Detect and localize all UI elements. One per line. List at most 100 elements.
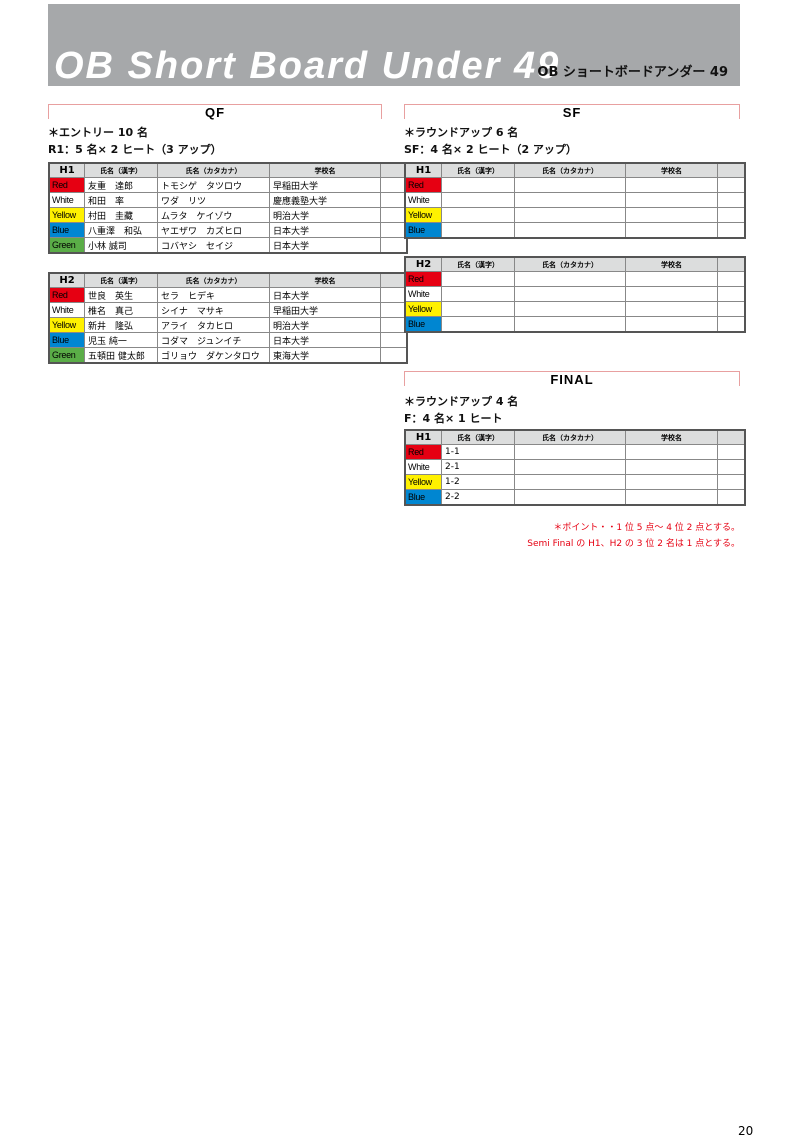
- result-cell: [717, 192, 746, 208]
- column-header: 氏名（漢字）: [441, 429, 515, 445]
- table-row: Blue: [404, 316, 746, 333]
- qf-heat-table-h2: H2 氏名（漢字） 氏名（カタカナ） 学校名 Red 世良 英生 セラ ヒデキ 日本大学 Whi…: [48, 272, 408, 364]
- name-kanji-cell: 1-2: [441, 474, 515, 490]
- school-cell: 東海大学: [269, 347, 381, 364]
- column-header-blank: [717, 162, 746, 178]
- table-row: Blue: [404, 222, 746, 239]
- name-kanji-cell: 世良 英生: [84, 287, 158, 303]
- column-header: 氏名（漢字）: [441, 256, 515, 272]
- heat-label: H2: [48, 272, 85, 288]
- result-cell: [717, 459, 746, 475]
- name-kanji-cell: [441, 271, 515, 287]
- name-kanji-cell: 小林 誠司: [84, 237, 158, 254]
- name-kana-cell: [514, 316, 626, 333]
- result-cell: [717, 222, 746, 239]
- page-number: 20: [738, 1124, 754, 1138]
- name-kana-cell: [514, 444, 626, 460]
- final-note-roundup: ＊ラウンドアップ 4 名: [404, 395, 519, 408]
- color-cell: Blue: [48, 332, 85, 348]
- school-cell: 日本大学: [269, 222, 381, 238]
- result-cell: [717, 177, 746, 193]
- qf-section-title: QF: [48, 104, 382, 120]
- color-cell: Blue: [404, 316, 442, 333]
- school-cell: 日本大学: [269, 237, 381, 254]
- name-kana-cell: ムラタ ケイゾウ: [157, 207, 270, 223]
- school-cell: [625, 474, 718, 490]
- column-header: 学校名: [625, 256, 718, 272]
- color-cell: Yellow: [48, 207, 85, 223]
- name-kanji-cell: [441, 286, 515, 302]
- sf-heat-table-h1: H1 氏名（漢字） 氏名（カタカナ） 学校名 Red White Yellow Blue: [404, 162, 746, 239]
- name-kana-cell: ワダ リツ: [157, 192, 270, 208]
- name-kanji-cell: 椎名 真己: [84, 302, 158, 318]
- header-banner: OB Short Board Under 49 OB ショートボードアンダー 4…: [48, 4, 740, 87]
- name-kanji-cell: 2-2: [441, 489, 515, 506]
- name-kana-cell: [514, 474, 626, 490]
- column-header: 学校名: [625, 429, 718, 445]
- heat-label: H2: [404, 256, 442, 272]
- column-header: 氏名（漢字）: [441, 162, 515, 178]
- table-row: Green 五頓田 健太郎 ゴリョウ ダケンタロウ 東海大学: [48, 347, 408, 364]
- column-header: 氏名（カタカナ）: [157, 162, 270, 178]
- color-cell: White: [404, 192, 442, 208]
- name-kana-cell: コダマ ジュンイチ: [157, 332, 270, 348]
- table-row: Blue 2-2: [404, 489, 746, 506]
- school-cell: [625, 459, 718, 475]
- color-cell: Red: [48, 287, 85, 303]
- column-header: 氏名（カタカナ）: [514, 256, 626, 272]
- school-cell: 日本大学: [269, 332, 381, 348]
- result-cell: [717, 474, 746, 490]
- column-header: 学校名: [625, 162, 718, 178]
- table-row: Yellow 村田 圭藏 ムラタ ケイゾウ 明治大学: [48, 207, 408, 223]
- school-cell: [625, 301, 718, 317]
- color-cell: Yellow: [404, 301, 442, 317]
- school-cell: [625, 192, 718, 208]
- table-row: Yellow 新井 隆弘 アライ タカヒロ 明治大学: [48, 317, 408, 333]
- school-cell: [625, 177, 718, 193]
- table-row: Yellow: [404, 207, 746, 223]
- column-header: 学校名: [269, 272, 381, 288]
- name-kana-cell: アライ タカヒロ: [157, 317, 270, 333]
- column-header: 氏名（カタカナ）: [514, 429, 626, 445]
- point-note-1: ＊ポイント・・1 位 5 点～ 4 位 2 点とする。: [553, 523, 740, 533]
- color-cell: White: [48, 192, 85, 208]
- table-row: Red: [404, 177, 746, 193]
- result-cell: [717, 444, 746, 460]
- table-row: Blue 児玉 純一 コダマ ジュンイチ 日本大学: [48, 332, 408, 348]
- name-kanji-cell: 1-1: [441, 444, 515, 460]
- color-cell: Green: [48, 347, 85, 364]
- table-row: Yellow: [404, 301, 746, 317]
- name-kana-cell: セラ ヒデキ: [157, 287, 270, 303]
- name-kana-cell: [514, 459, 626, 475]
- name-kanji-cell: [441, 177, 515, 193]
- color-cell: Red: [404, 444, 442, 460]
- final-notes: ＊ラウンドアップ 4 名 F：4 名× 1 ヒート: [404, 393, 518, 427]
- table-header: H1 氏名（漢字） 氏名（カタカナ） 学校名: [48, 162, 408, 178]
- table-row: Red 1-1: [404, 444, 746, 460]
- table-header: H1 氏名（漢字） 氏名（カタカナ） 学校名: [404, 429, 746, 445]
- color-cell: Yellow: [404, 474, 442, 490]
- result-cell: [380, 332, 408, 348]
- color-cell: Blue: [48, 222, 85, 238]
- table-header: H2 氏名（漢字） 氏名（カタカナ） 学校名: [48, 272, 408, 288]
- table-row: White: [404, 286, 746, 302]
- heat-label: H1: [404, 429, 442, 445]
- name-kana-cell: [514, 177, 626, 193]
- result-cell: [717, 271, 746, 287]
- result-cell: [717, 301, 746, 317]
- result-cell: [717, 489, 746, 506]
- final-note-format: F：4 名× 1 ヒート: [404, 412, 503, 425]
- name-kanji-cell: [441, 316, 515, 333]
- school-cell: [625, 286, 718, 302]
- column-header: 氏名（漢字）: [84, 162, 158, 178]
- name-kanji-cell: [441, 301, 515, 317]
- point-note-2: Semi Final の H1、H2 の 3 位 2 名は 1 点とする。: [527, 539, 740, 549]
- color-cell: Red: [404, 177, 442, 193]
- table-header: H2 氏名（漢字） 氏名（カタカナ） 学校名: [404, 256, 746, 272]
- name-kana-cell: [514, 489, 626, 506]
- school-cell: 明治大学: [269, 207, 381, 223]
- school-cell: [625, 444, 718, 460]
- color-cell: Blue: [404, 489, 442, 506]
- page-title: OB Short Board Under 49: [54, 45, 561, 87]
- name-kanji-cell: 八重澤 和弘: [84, 222, 158, 238]
